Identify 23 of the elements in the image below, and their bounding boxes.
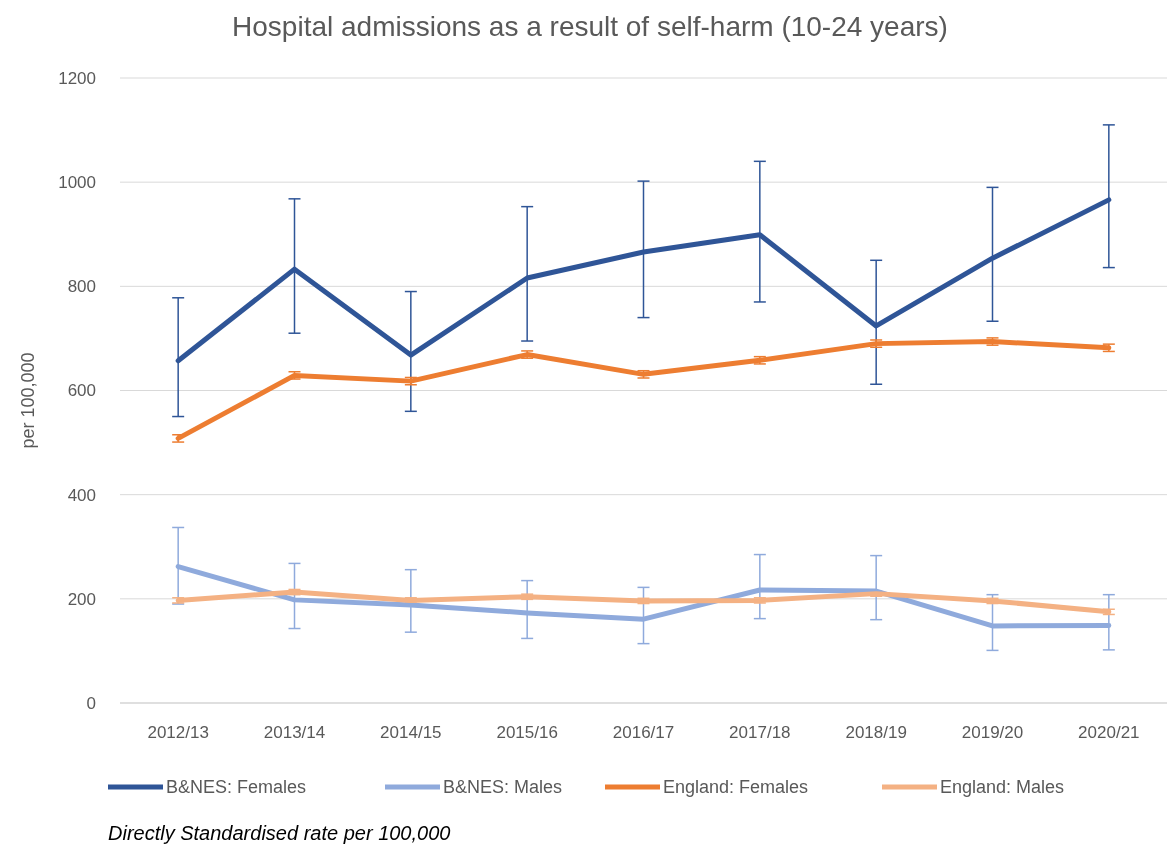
x-tick-label: 2013/14 [263,723,326,742]
y-tick-label: 0 [86,693,96,713]
x-tick-label: 2012/13 [147,723,209,742]
legend-label: B&NES: Females [166,777,307,798]
x-tick-label: 2019/20 [961,723,1024,742]
x-tick-label: 2018/19 [845,723,907,742]
y-tick-label: 400 [67,485,96,505]
y-tick-label: 800 [67,277,96,297]
y-tick-label: 600 [67,381,96,401]
x-tick-label: 2014/15 [380,723,442,742]
x-tick-label: 2017/18 [729,723,791,742]
y-tick-label: 200 [67,589,96,609]
y-tick-label: 1000 [58,173,96,193]
y-tick-label: 1200 [58,68,96,88]
chart-title: Hospital admissions as a result of self-harm (10-24 years) [232,11,948,42]
x-tick-label: 2020/21 [1078,723,1140,742]
y-axis-title: per 100,000 [18,352,38,449]
text: Directly Standardised rate per 100,000 [108,822,451,844]
x-tick-label: 2015/16 [496,723,558,742]
legend-label: England: Males [940,777,1065,798]
legend-label: England: Females [663,777,809,798]
legend-label: B&NES: Males [443,777,563,798]
x-tick-label: 2016/17 [612,723,675,742]
